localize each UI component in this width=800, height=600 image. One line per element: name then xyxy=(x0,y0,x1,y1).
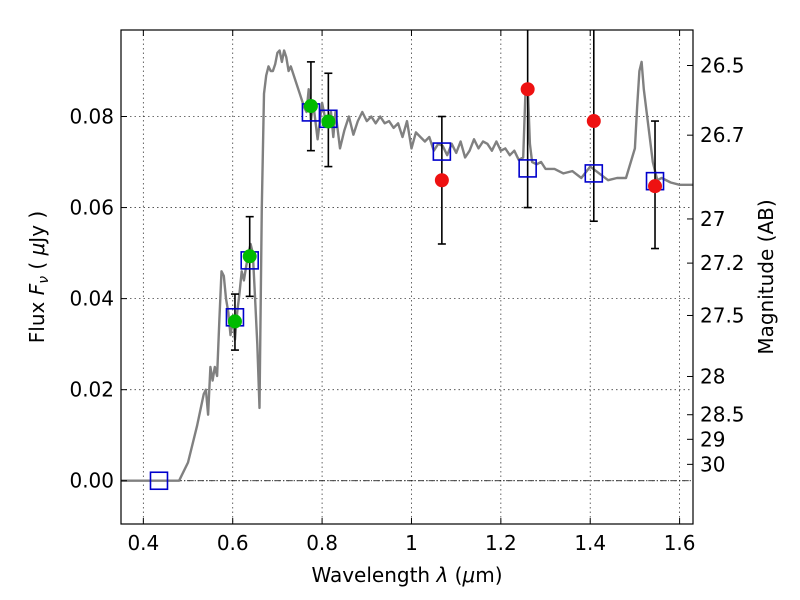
y-tick-label: 0.00 xyxy=(69,469,114,493)
plot-frame xyxy=(120,29,694,525)
model-sed xyxy=(121,49,693,482)
x-tick-label: 0.8 xyxy=(306,531,338,555)
model-band-marker xyxy=(149,471,169,491)
x-axis-label: Wavelength λ (μm) xyxy=(311,563,502,587)
right-tick-label: 29 xyxy=(700,427,725,451)
observed-point-green xyxy=(227,314,242,329)
x-tick-label: 0.6 xyxy=(217,531,249,555)
right-tick-label: 30 xyxy=(700,452,725,476)
x-tick-label: 1.2 xyxy=(485,531,517,555)
observed-point-green xyxy=(303,99,318,114)
model-band-marker xyxy=(518,159,537,178)
x-tick-label: 1.6 xyxy=(664,531,696,555)
right-tick-label: 27.5 xyxy=(700,303,745,327)
y-tick-label: 0.08 xyxy=(69,105,114,129)
right-tick-label: 28.5 xyxy=(700,403,745,427)
axis-ticks xyxy=(121,30,693,524)
observed-points xyxy=(227,82,663,329)
y-tick-label: 0.06 xyxy=(69,196,114,220)
right-tick-label: 26.7 xyxy=(700,123,745,147)
model-band-marker xyxy=(432,142,452,161)
x-tick-label: 1 xyxy=(405,531,418,555)
model-sed-line xyxy=(121,49,693,482)
right-tick-label: 27.2 xyxy=(700,251,745,275)
x-tick-label: 1.4 xyxy=(574,531,606,555)
x-tick-label: 0.4 xyxy=(127,531,159,555)
right-axis-label: Magnitude (AB) xyxy=(754,199,778,354)
observed-point-green xyxy=(321,114,336,129)
right-tick-label: 27 xyxy=(700,207,725,231)
observed-point-red xyxy=(434,173,449,188)
y-tick-label: 0.02 xyxy=(69,378,114,402)
observed-point-red xyxy=(586,114,601,129)
right-tick-label: 26.5 xyxy=(700,54,745,78)
observed-point-green xyxy=(242,249,257,264)
observed-point-red xyxy=(648,179,663,194)
y-tick-label: 0.04 xyxy=(69,287,114,311)
model-band-marker xyxy=(584,164,604,183)
observed-point-red xyxy=(520,82,535,97)
y-axis-label: Flux Fν ( μJy ) xyxy=(25,211,52,343)
tick-labels: 0.4 0.6 0.8 1 1.2 1.4 1.6 0.00 0.02 0.04 0.06 0.08 2… xyxy=(69,54,744,555)
right-tick-label: 28 xyxy=(700,364,725,388)
plot-background xyxy=(121,30,693,524)
